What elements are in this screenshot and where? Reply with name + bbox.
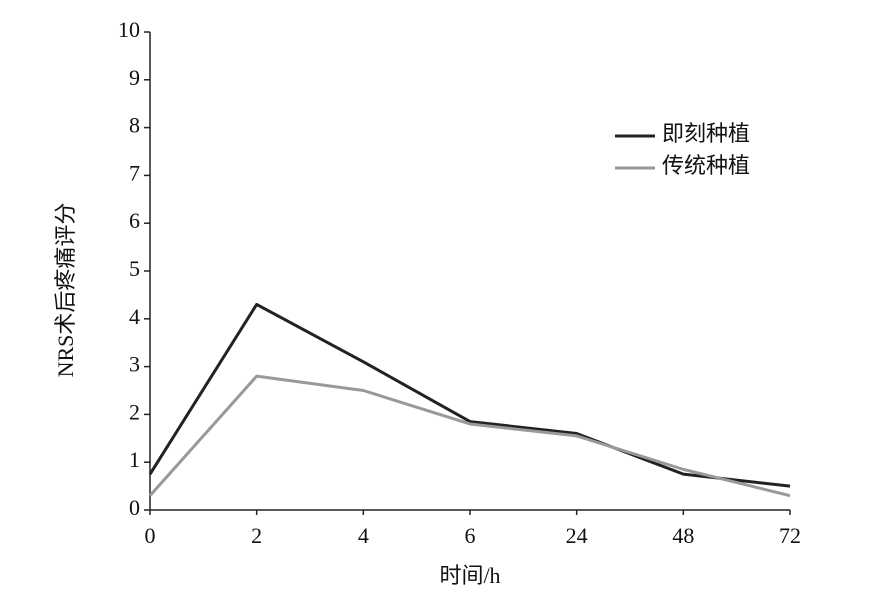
series-line: [148, 302, 791, 488]
y-axis-label: NRS术后疼痛评分: [53, 203, 78, 378]
y-tick-label: 9: [129, 65, 140, 90]
y-tick-label: 8: [129, 113, 140, 138]
x-axis-label: 时间/h: [439, 563, 500, 588]
x-tick-label: 2: [251, 523, 262, 548]
x-tick-label: 72: [779, 523, 801, 548]
x-tick-label: 24: [566, 523, 588, 548]
series-line: [148, 374, 791, 498]
x-tick-label: 6: [465, 523, 476, 548]
y-tick-label: 2: [129, 399, 140, 424]
y-tick-label: 0: [129, 495, 140, 520]
y-tick-label: 3: [129, 352, 140, 377]
x-tick-label: 4: [358, 523, 369, 548]
y-tick-label: 5: [129, 256, 140, 281]
legend-label: 传统种植: [662, 153, 750, 178]
y-tick-label: 1: [129, 447, 140, 472]
y-tick-label: 6: [129, 208, 140, 233]
x-tick-label: 0: [145, 523, 156, 548]
x-tick-label: 48: [672, 523, 694, 548]
y-tick-label: 7: [129, 160, 140, 185]
y-tick-label: 4: [129, 304, 140, 329]
y-tick-label: 10: [118, 17, 140, 42]
legend-label: 即刻种植: [662, 121, 750, 146]
